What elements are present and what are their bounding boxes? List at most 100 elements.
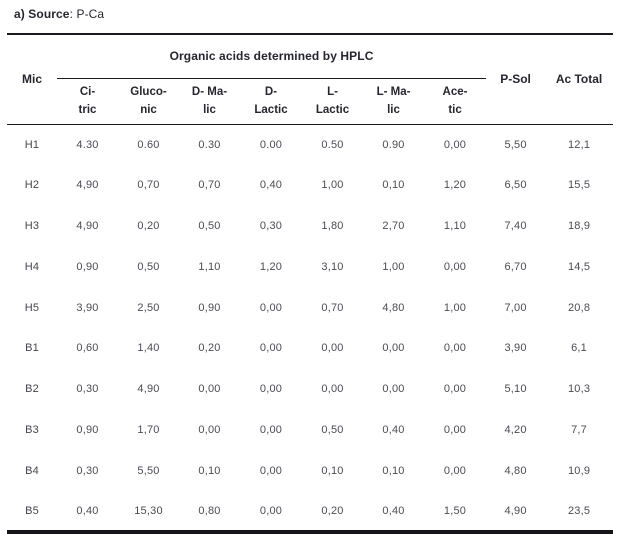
table-row-h1: H1 4.30 0.60 0.30 0.00 0.50 0.90 0,00 5,50 12,1 (7, 124, 613, 165)
value-cell: 0,80 (198, 504, 221, 517)
value-cell: 1,10 (198, 260, 221, 273)
value-cell: 0,90 (76, 423, 99, 436)
value-cell: 0,10 (382, 179, 405, 192)
table-row-b4: B4 0,30 5,50 0,10 0,00 0,10 0,10 0,00 4,80 10,9 (7, 450, 613, 491)
value-cell: 4.30 (76, 138, 99, 151)
value-cell: 20,8 (567, 301, 591, 314)
value-cell: 0,70 (198, 179, 221, 192)
value-cell: 0,00 (443, 383, 467, 396)
value-cell: 0,00 (443, 260, 467, 273)
value-cell: 4,90 (137, 383, 160, 396)
column-header-acetic: Ace-tic (424, 78, 487, 125)
column-header-d-lactic: D- Lactic (240, 78, 302, 125)
column-header-d-malic: D- Ma-lic (179, 78, 240, 125)
caption-value: : P-Ca (69, 7, 105, 21)
table-row-b1: B1 0,60 1,40 0,20 0,00 0,00 0,00 0,00 3,90 6,1 (7, 328, 613, 369)
value-cell: 0,20 (321, 504, 344, 517)
value-cell: 0.90 (382, 138, 405, 151)
row-label: H2 (24, 179, 40, 192)
value-cell: 5,50 (504, 138, 527, 151)
value-cell: 0,00 (259, 301, 283, 314)
value-cell: 0,00 (443, 464, 467, 477)
value-cell: 0,10 (321, 464, 344, 477)
value-cell: 0,00 (198, 383, 221, 396)
caption-label: a) Source (14, 7, 70, 21)
value-cell: 14,5 (567, 260, 591, 273)
row-label: B3 (25, 423, 39, 436)
table-caption: a) Source: P-Ca (14, 7, 104, 21)
value-cell: 0,00 (443, 138, 467, 151)
column-header-l-lactic: L- Lactic (302, 78, 363, 125)
value-cell: 0,90 (76, 260, 99, 273)
table-row-b2: B2 0,30 4,90 0,00 0,00 0,00 0,00 0,00 5,10 10,3 (7, 369, 613, 410)
value-cell: 0,00 (382, 342, 405, 355)
value-cell: 4,80 (382, 301, 405, 314)
value-cell: 3,90 (76, 301, 99, 314)
column-header-citric: Ci-tric (57, 78, 118, 125)
value-cell: 0,50 (137, 260, 160, 273)
column-header-gluconic: Gluco-nic (118, 78, 179, 125)
row-label: B5 (25, 504, 39, 517)
value-cell: 0,30 (76, 464, 99, 477)
value-cell: 4,90 (76, 179, 99, 192)
table-row-h4: H4 0,90 0,50 1,10 1,20 3,10 1,00 0,00 6,70 14,5 (7, 246, 613, 287)
row-label: H5 (24, 301, 40, 314)
value-cell: 4,90 (76, 219, 99, 232)
value-cell: 0,10 (198, 464, 221, 477)
value-cell: 0,30 (76, 383, 99, 396)
value-cell: 1,00 (321, 179, 344, 192)
value-cell: 4,90 (504, 504, 527, 517)
value-cell: 10,3 (567, 383, 591, 396)
value-cell: 0,00 (321, 342, 344, 355)
value-cell: 15,30 (134, 504, 163, 517)
value-cell: 0,70 (321, 301, 344, 314)
value-cell: 1,80 (321, 219, 344, 232)
value-cell: 1,00 (382, 260, 405, 273)
value-cell: 2,70 (382, 219, 405, 232)
column-header-l-malic: L- Ma-lic (363, 78, 424, 125)
column-header-psol: P-Sol (486, 34, 546, 125)
value-cell: 0,70 (137, 179, 160, 192)
row-label: B1 (25, 342, 39, 355)
value-cell: 0,00 (259, 342, 283, 355)
value-cell: 0,00 (382, 383, 405, 396)
row-label: B4 (25, 464, 39, 477)
value-cell: 4,20 (504, 423, 527, 436)
value-cell: 1,50 (443, 504, 467, 517)
value-cell: 0,60 (76, 342, 99, 355)
row-label: H3 (24, 219, 40, 232)
row-label: H4 (24, 260, 40, 273)
value-cell: 0,00 (259, 464, 283, 477)
row-label: B2 (25, 383, 39, 396)
table-body: H1 4.30 0.60 0.30 0.00 0.50 0.90 0,00 5,50 12,1 H2… (7, 124, 613, 532)
value-cell: 0,40 (382, 504, 405, 517)
group-header-organic-acids: Organic acids determined by HPLC (57, 34, 487, 79)
column-header-actotal: Ac Total (545, 34, 614, 125)
value-cell: 2,50 (137, 301, 160, 314)
table-row-h3: H3 4,90 0,20 0,50 0,30 1,80 2,70 1,10 7,40 18,9 (7, 206, 613, 247)
table-row-h5: H5 3,90 2,50 0,90 0,00 0,70 4,80 1,00 7,00 20,8 (7, 287, 613, 328)
value-cell: 0,50 (321, 423, 344, 436)
value-cell: 6,1 (571, 342, 587, 355)
table-row-b3: B3 0,90 1,70 0,00 0,00 0,50 0,40 0,00 4,20 7,7 (7, 410, 613, 451)
value-cell: 0,20 (137, 219, 160, 232)
value-cell: 7,7 (571, 423, 587, 436)
value-cell: 0,10 (382, 464, 405, 477)
value-cell: 0,50 (198, 219, 221, 232)
value-cell: 5,50 (137, 464, 160, 477)
value-cell: 0,00 (321, 383, 344, 396)
value-cell: 15,5 (567, 179, 591, 192)
value-cell: 6,50 (504, 179, 527, 192)
value-cell: 18,9 (567, 219, 591, 232)
value-cell: 0,00 (259, 504, 283, 517)
value-cell: 3,90 (504, 342, 527, 355)
value-cell: 0,90 (198, 301, 221, 314)
value-cell: 1,20 (443, 179, 467, 192)
value-cell: 3,10 (321, 260, 344, 273)
value-cell: 1,40 (137, 342, 160, 355)
value-cell: 1,00 (443, 301, 467, 314)
value-cell: 4,80 (504, 464, 527, 477)
value-cell: 1,70 (137, 423, 160, 436)
value-cell: 12,1 (567, 138, 591, 151)
